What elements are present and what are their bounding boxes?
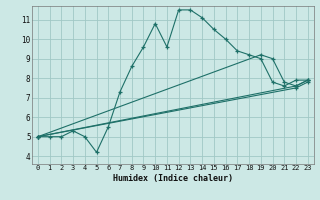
X-axis label: Humidex (Indice chaleur): Humidex (Indice chaleur) [113, 174, 233, 183]
